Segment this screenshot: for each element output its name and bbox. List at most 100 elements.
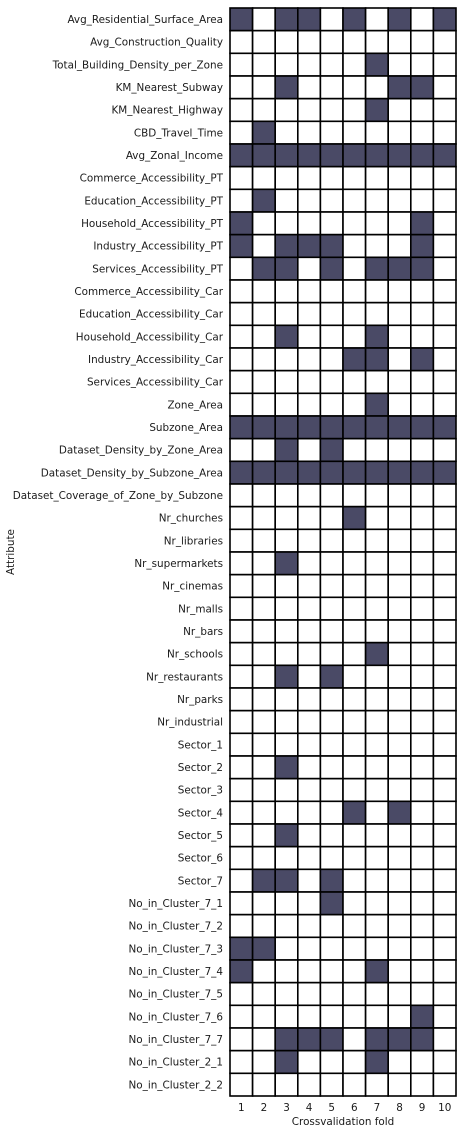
heatmap-cell [296,97,322,123]
row-label: No_in_Cluster_2_1 [129,1057,224,1069]
heatmap-cell [342,868,367,893]
heatmap-cell [296,687,322,712]
heatmap-cell [296,551,322,576]
row-label: Sector_2 [178,762,223,774]
heatmap-cell [364,800,390,825]
heatmap-cell [319,664,344,689]
heatmap-cell [432,211,457,236]
heatmap-cell [432,369,457,395]
heatmap-cell [251,913,277,939]
heatmap-cell [432,505,457,531]
heatmap-cell [251,573,277,599]
heatmap-cell [274,596,299,621]
heatmap-cell [251,709,277,735]
heatmap-cell [274,301,299,327]
heatmap-cell [296,437,322,463]
heatmap-cell [342,437,367,463]
heatmap-cell [251,732,277,757]
heatmap-cell [319,505,344,531]
heatmap-cell [432,777,457,803]
heatmap-cell [251,97,277,123]
heatmap-cell [364,823,390,848]
row-label: Nr_libraries [164,535,223,547]
heatmap-cell [274,211,299,236]
heatmap-cell [274,75,299,100]
heatmap-cell [409,347,435,372]
heatmap-cell [251,392,277,417]
heatmap-cell [432,392,457,417]
heatmap-cell [229,755,254,780]
heatmap-cell [387,52,412,77]
row-label: Sector_7 [178,875,223,887]
row-label: CBD_Travel_Time [134,127,223,139]
heatmap-cell [409,800,435,825]
heatmap-cell [229,483,254,508]
heatmap-cell [342,913,367,939]
heatmap-cell [342,279,367,304]
heatmap-cell [296,800,322,825]
heatmap-cell [409,551,435,576]
heatmap-cell [296,324,322,349]
heatmap-cell [229,981,254,1007]
heatmap-cell [387,528,412,553]
heatmap-cell [229,936,254,961]
heatmap-cell [409,279,435,304]
heatmap-cell [251,505,277,531]
heatmap-cell [229,1004,254,1029]
heatmap-cell [251,959,277,984]
heatmap-cell [387,596,412,621]
row-label: Nr_bars [183,626,223,638]
heatmap-cell [364,211,390,236]
heatmap-cell [387,369,412,395]
row-label: No_in_Cluster_7_3 [129,943,224,955]
heatmap-cell [229,75,254,100]
heatmap-cell [432,279,457,304]
heatmap-cell [319,279,344,304]
heatmap-cell [296,165,322,191]
heatmap-cell [409,687,435,712]
heatmap-cell [251,211,277,236]
heatmap-cell [387,279,412,304]
heatmap-cell [432,619,457,644]
heatmap-cell [364,97,390,123]
heatmap-cell [319,936,344,961]
heatmap-cell [319,188,344,213]
heatmap-cell [409,1027,435,1052]
heatmap-cell [364,709,390,735]
x-tick-label: 4 [306,1102,313,1114]
heatmap-cell [251,29,277,55]
heatmap-cell [409,505,435,531]
heatmap-cell [387,959,412,984]
heatmap-cell [364,505,390,531]
heatmap-cell [342,777,367,803]
heatmap-cell [229,641,254,667]
heatmap-cell [296,120,322,145]
row-label: Nr_cinemas [162,581,223,593]
heatmap-cell [409,29,435,55]
heatmap-cell [387,392,412,417]
heatmap-cell [364,755,390,780]
heatmap-cell [274,143,299,168]
heatmap-cell [364,415,390,440]
heatmap-cell [274,324,299,349]
heatmap-cell [409,301,435,327]
row-label: Subzone_Area [149,422,223,434]
heatmap-cell [251,1004,277,1029]
heatmap-cell [319,165,344,191]
heatmap-cell [432,913,457,939]
row-label: No_in_Cluster_7_4 [129,966,224,978]
x-tick-label: 6 [351,1102,358,1114]
heatmap-cell [319,800,344,825]
heatmap-cell [387,641,412,667]
heatmap-cell [432,732,457,757]
heatmap-cell [251,755,277,780]
heatmap-cell [364,279,390,304]
heatmap-cell [296,52,322,77]
heatmap-cell [409,437,435,463]
heatmap-cell [274,641,299,667]
row-label: Nr_churches [159,513,223,525]
heatmap-cell [364,1049,390,1075]
heatmap-cell [364,687,390,712]
column-tick-labels: 1 2 3 4 5 6 7 8 9 10 [238,1102,451,1114]
heatmap-cell [296,188,322,213]
